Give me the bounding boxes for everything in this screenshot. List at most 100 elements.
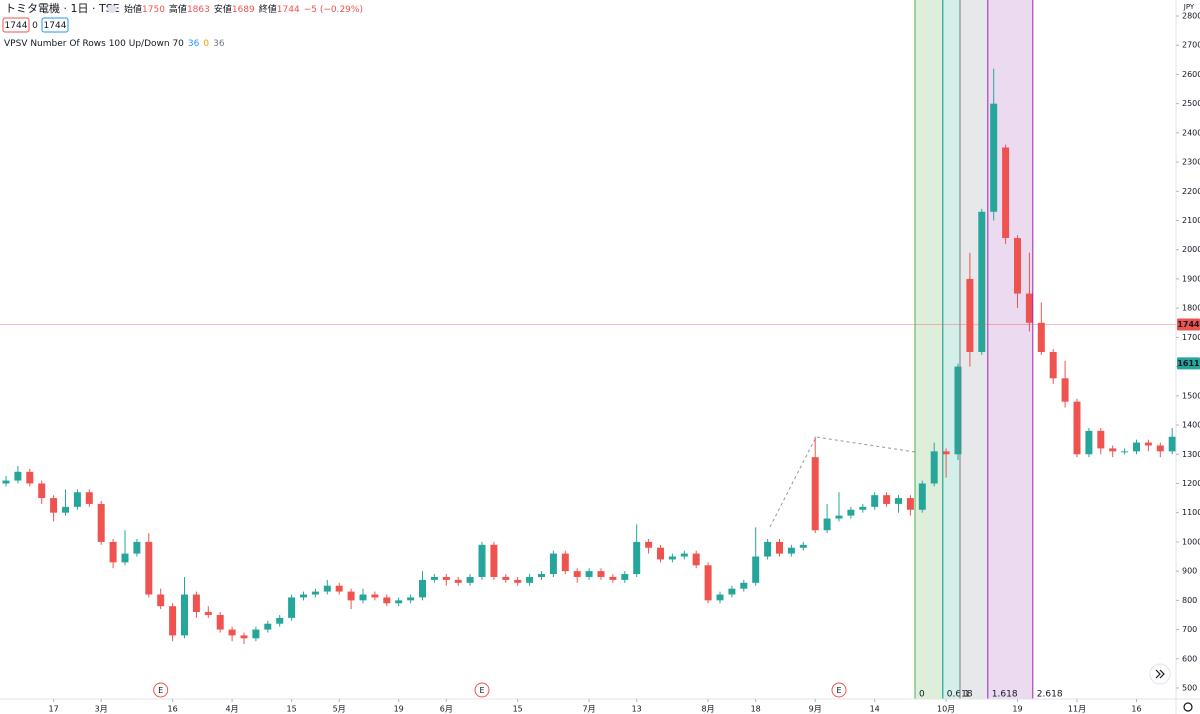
- y-tick-label: 2700: [1182, 41, 1200, 50]
- candle-body: [288, 597, 296, 618]
- candle-body: [585, 571, 593, 577]
- event-label: E: [158, 686, 163, 695]
- candle-body: [930, 451, 938, 484]
- y-tick-label: 2200: [1182, 187, 1200, 196]
- fib-band: [942, 0, 960, 699]
- candle-body: [502, 576, 510, 580]
- x-tick-label: 4月: [226, 705, 239, 714]
- candle-body: [645, 541, 653, 548]
- candle-body: [704, 565, 712, 601]
- candle-body: [871, 495, 879, 507]
- y-tick-label: 2100: [1182, 216, 1200, 225]
- price-label-box: [1177, 357, 1200, 370]
- candle-body: [50, 498, 58, 513]
- candle-body: [192, 594, 200, 613]
- indicator-name: VPSV Number Of Rows 100 Up/Down 70: [4, 39, 184, 49]
- x-tick-label: 15: [287, 705, 297, 714]
- candle-body: [395, 600, 403, 604]
- y-tick-label: 1000: [1182, 537, 1200, 546]
- candle-body: [573, 571, 581, 577]
- candle-body: [97, 503, 105, 542]
- y-tick-label: 800: [1182, 596, 1197, 605]
- candle-body: [62, 506, 69, 513]
- ohlc-value: 1863: [187, 5, 210, 15]
- y-tick-label: 1400: [1182, 421, 1200, 430]
- y-tick-label: 500: [1182, 684, 1197, 693]
- ohlc-line: 始値1750 高値1863 安値1689 終値1744 −5 (−0.29%): [124, 3, 363, 15]
- ohlc-label: 始値: [124, 3, 142, 15]
- ohlc-label: 終値: [259, 3, 277, 15]
- candle-body: [133, 541, 141, 554]
- candle-body: [740, 582, 748, 589]
- y-tick-label: 2400: [1182, 128, 1200, 137]
- candle-body: [1037, 322, 1045, 352]
- fib-label: 2.618: [1037, 690, 1063, 700]
- settings-button[interactable]: [1183, 702, 1193, 712]
- candle-body: [1121, 451, 1129, 453]
- candle-body: [561, 553, 569, 572]
- badge[interactable]: [41, 17, 69, 33]
- candle-body: [276, 617, 284, 624]
- x-tick-label: 10月: [937, 705, 955, 714]
- candle-body: [823, 518, 831, 531]
- candle-body: [597, 571, 605, 577]
- candle-body: [1156, 445, 1164, 452]
- candle-body: [228, 629, 236, 636]
- candle-body: [859, 506, 867, 510]
- indicator-line: VPSV Number Of Rows 100 Up/Down 70 36 0 36: [4, 39, 225, 49]
- x-tick-label: 19: [394, 705, 404, 714]
- candle-body: [121, 553, 129, 563]
- candle-body: [895, 498, 902, 504]
- candle-body: [407, 597, 415, 601]
- candle-body: [490, 544, 498, 577]
- fib-bands: [915, 0, 1033, 699]
- candle-body: [668, 556, 676, 560]
- event-marker[interactable]: [474, 682, 490, 698]
- candle-body: [157, 594, 165, 607]
- candle-body: [1049, 352, 1057, 379]
- indicator-value: 36: [213, 39, 225, 49]
- price-label-box: [1177, 318, 1200, 331]
- candle-body: [1168, 436, 1176, 452]
- candle-body: [430, 576, 438, 580]
- collapse-button[interactable]: [107, 5, 117, 13]
- x-tick-label: 14: [870, 705, 880, 714]
- candle-body: [181, 594, 188, 636]
- y-tick-label: 900: [1182, 567, 1197, 576]
- candle-body: [323, 585, 331, 592]
- x-tick-label: 3月: [95, 705, 108, 714]
- badge-value: 1744: [5, 21, 28, 31]
- candle-body: [1025, 293, 1033, 323]
- candle-body: [216, 614, 224, 630]
- x-tick-label: 16: [1131, 705, 1141, 714]
- y-tick-label: 2800: [1182, 12, 1200, 21]
- candle-body: [776, 541, 783, 554]
- event-marker[interactable]: [153, 682, 169, 698]
- candle-body: [752, 556, 760, 583]
- event-marker[interactable]: [831, 682, 847, 698]
- candle-body: [954, 366, 962, 455]
- scroll-icon: [1155, 669, 1165, 679]
- candle-body: [14, 471, 22, 481]
- candle-body: [1133, 442, 1140, 452]
- candle-body: [204, 612, 212, 615]
- badge[interactable]: [2, 17, 30, 33]
- candle-body: [835, 515, 843, 519]
- candle-body: [966, 278, 974, 352]
- x-tick-label: 18: [751, 705, 761, 714]
- trend-line: [769, 436, 916, 528]
- ohlc-label: 高値: [169, 3, 187, 15]
- symbol-title: トミタ電機 · 1日 · TSE: [5, 1, 120, 15]
- candle-body: [918, 483, 926, 510]
- candle-body: [538, 574, 545, 577]
- x-tick-label: 7月: [583, 705, 596, 714]
- x-tick-label: 11月: [1068, 705, 1086, 714]
- candle-body: [799, 544, 807, 548]
- candle-body: [335, 585, 343, 592]
- indicator-value: 36: [188, 39, 200, 49]
- candle-body: [371, 594, 379, 598]
- candle-body: [454, 579, 462, 583]
- candle-body: [466, 576, 474, 583]
